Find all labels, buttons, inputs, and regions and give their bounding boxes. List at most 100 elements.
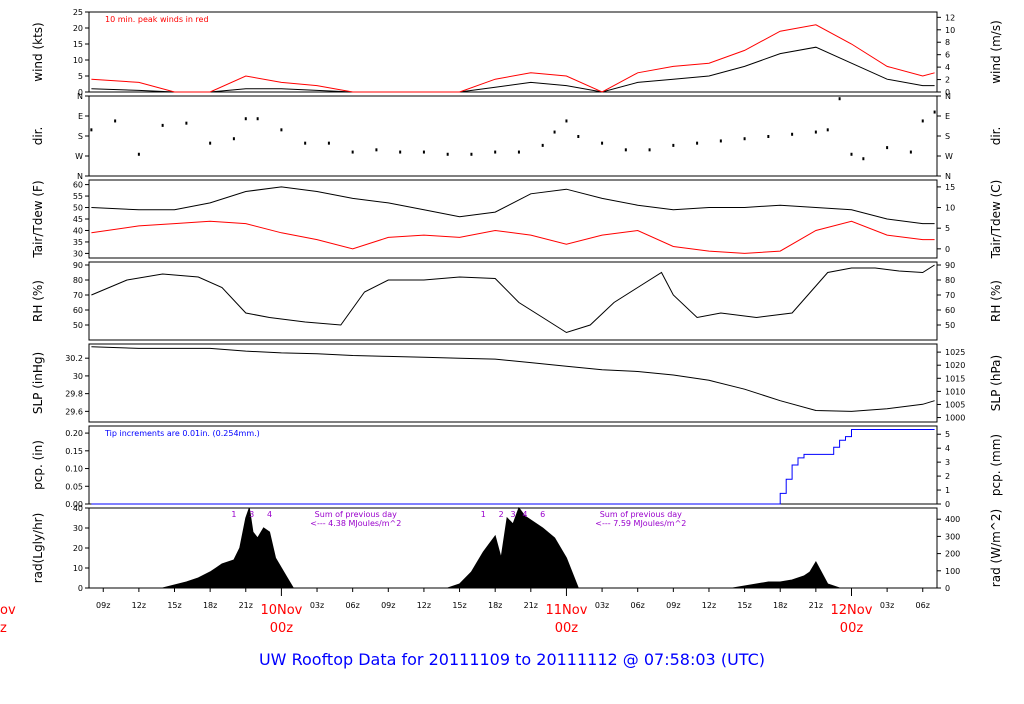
rad-area — [162, 506, 840, 589]
rh-ytick-label-right: 80 — [945, 276, 955, 285]
rad-hour-marker: 4 — [267, 510, 272, 519]
dir-point — [161, 123, 164, 127]
rad-ylabel-right: rad (W/m^2) — [989, 509, 1003, 587]
wind-ytick-label-right: 2 — [945, 76, 950, 85]
x-day-label: 12Nov — [831, 603, 873, 618]
dir-point — [185, 121, 188, 125]
dir-point — [375, 148, 378, 152]
dir-point — [470, 152, 473, 156]
x-day-zulu: 00z — [555, 621, 579, 636]
dir-ytick-label-left: N — [77, 92, 83, 101]
dir-point — [304, 141, 307, 145]
dir-point — [719, 139, 722, 143]
x-tick-label: 21z — [809, 601, 823, 610]
dir-ytick-label-left: S — [78, 132, 83, 141]
wind-ytick-label-left: 0 — [78, 88, 83, 97]
rh-ytick-label-left: 60 — [73, 306, 83, 315]
pcp-ytick-label-right: 4 — [945, 444, 950, 453]
dir-ytick-label-left: N — [77, 172, 83, 181]
dir-point — [565, 119, 568, 123]
dir-ytick-label-left: E — [78, 112, 83, 121]
x-tick-label: 18z — [773, 601, 787, 610]
rad-ytick-label-right: 200 — [945, 550, 960, 559]
dir-ytick-label-right: W — [945, 152, 953, 161]
dir-point — [743, 137, 746, 141]
dir-point — [862, 157, 865, 161]
dir-point — [90, 128, 93, 132]
temp-ytick-label-right: 15 — [945, 183, 955, 192]
x-tick-label: 12z — [132, 601, 146, 610]
dir-point — [256, 117, 259, 121]
wind-ytick-label-right: 12 — [945, 13, 955, 22]
temp-ytick-label-left: 55 — [73, 192, 83, 201]
wind-panel-frame — [88, 11, 938, 93]
dir-point — [553, 130, 556, 134]
temp-line-1 — [91, 220, 935, 254]
wind-ytick-label-left: 5 — [78, 72, 83, 81]
dir-point — [826, 128, 829, 132]
pcp-ytick-label-left: 0.00 — [65, 500, 83, 509]
rad-ytick-label-right: 0 — [945, 584, 950, 593]
dir-point — [399, 150, 402, 154]
rad-hour-marker: 6 — [540, 510, 545, 519]
pcp-ytick-label-left: 0.15 — [65, 447, 83, 456]
dir-point — [909, 150, 912, 154]
dir-ytick-label-left: W — [75, 152, 83, 161]
dir-point — [921, 119, 924, 123]
wind-line-1 — [91, 24, 935, 93]
dir-point — [232, 137, 235, 141]
slp-ytick-label-right: 1000 — [945, 414, 965, 423]
slp-ytick-label-left: 30 — [73, 372, 83, 381]
dir-point — [446, 152, 449, 156]
rh-ytick-label-left: 50 — [73, 321, 83, 330]
slp-ytick-label-right: 1010 — [945, 387, 965, 396]
dir-panel-frame — [88, 95, 938, 177]
pcp-ytick-label-left: 0.10 — [65, 465, 83, 474]
rad-ytick-label-right: 400 — [945, 515, 960, 524]
dir-point — [541, 143, 544, 147]
dir-point — [517, 150, 520, 154]
temp-line — [91, 186, 935, 225]
rh-ytick-label-right: 60 — [945, 306, 955, 315]
rad-hour-marker: 1 — [231, 510, 236, 519]
dir-point — [494, 150, 497, 154]
rad-annotation: Sum of previous day — [315, 510, 397, 519]
x-tick-label: 21z — [239, 601, 253, 610]
temp-ytick-label-left: 60 — [73, 181, 83, 190]
rad-ytick-label-left: 30 — [73, 524, 83, 533]
pcp-ylabel-right: pcp. (mm) — [989, 434, 1003, 496]
dir-ytick-label-right: N — [945, 172, 951, 181]
x-tick-label: 15z — [167, 601, 181, 610]
rh-panel-frame — [88, 261, 938, 341]
pcp-line — [91, 429, 935, 505]
temp-ytick-label-left: 30 — [73, 249, 83, 258]
rad-ytick-label-right: 100 — [945, 567, 960, 576]
dir-point — [791, 132, 794, 136]
temp-ylabel-left: Tair/Tdew (F) — [31, 180, 45, 258]
wind-ylabel-left: wind (kts) — [31, 22, 45, 81]
rad-ytick-label-left: 20 — [73, 544, 83, 553]
x-day-zulu-cut: z — [0, 621, 7, 636]
dir-point — [850, 152, 853, 156]
x-tick-label: 09z — [96, 601, 110, 610]
rad-annotation: Sum of previous day — [600, 510, 682, 519]
dir-point — [351, 150, 354, 154]
temp-ytick-label-right: 5 — [945, 224, 950, 233]
slp-panel-frame — [88, 343, 938, 423]
temp-ytick-label-left: 40 — [73, 226, 83, 235]
wind-ytick-label-right: 4 — [945, 63, 950, 72]
temp-ylabel-right: Tair/Tdew (C) — [989, 180, 1003, 260]
rad-ytick-label-left: 40 — [73, 504, 83, 513]
rad-annotation: <--- 4.38 MJoules/m^2 — [310, 519, 401, 528]
rad-ytick-label-left: 10 — [73, 564, 83, 573]
x-day-label: 11Nov — [545, 603, 587, 618]
x-tick-label: 12z — [417, 601, 431, 610]
dir-point — [624, 148, 627, 152]
dir-point — [672, 143, 675, 147]
slp-ytick-label-left: 29.8 — [65, 390, 83, 399]
temp-ytick-label-left: 50 — [73, 204, 83, 213]
rad-hour-marker: 3 — [510, 510, 515, 519]
wind-ytick-label-left: 25 — [73, 8, 83, 17]
x-tick-label: 21z — [524, 601, 538, 610]
rh-ytick-label-right: 70 — [945, 291, 955, 300]
